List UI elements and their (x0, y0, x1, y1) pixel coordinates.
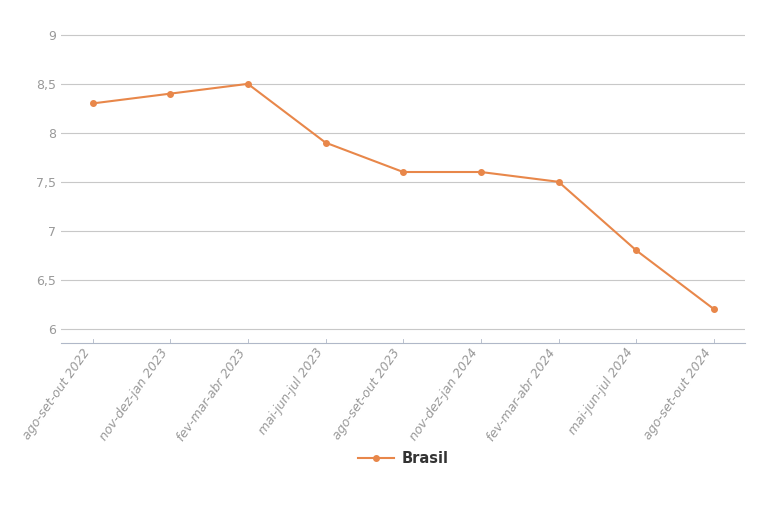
Legend: Brasil: Brasil (352, 445, 455, 472)
